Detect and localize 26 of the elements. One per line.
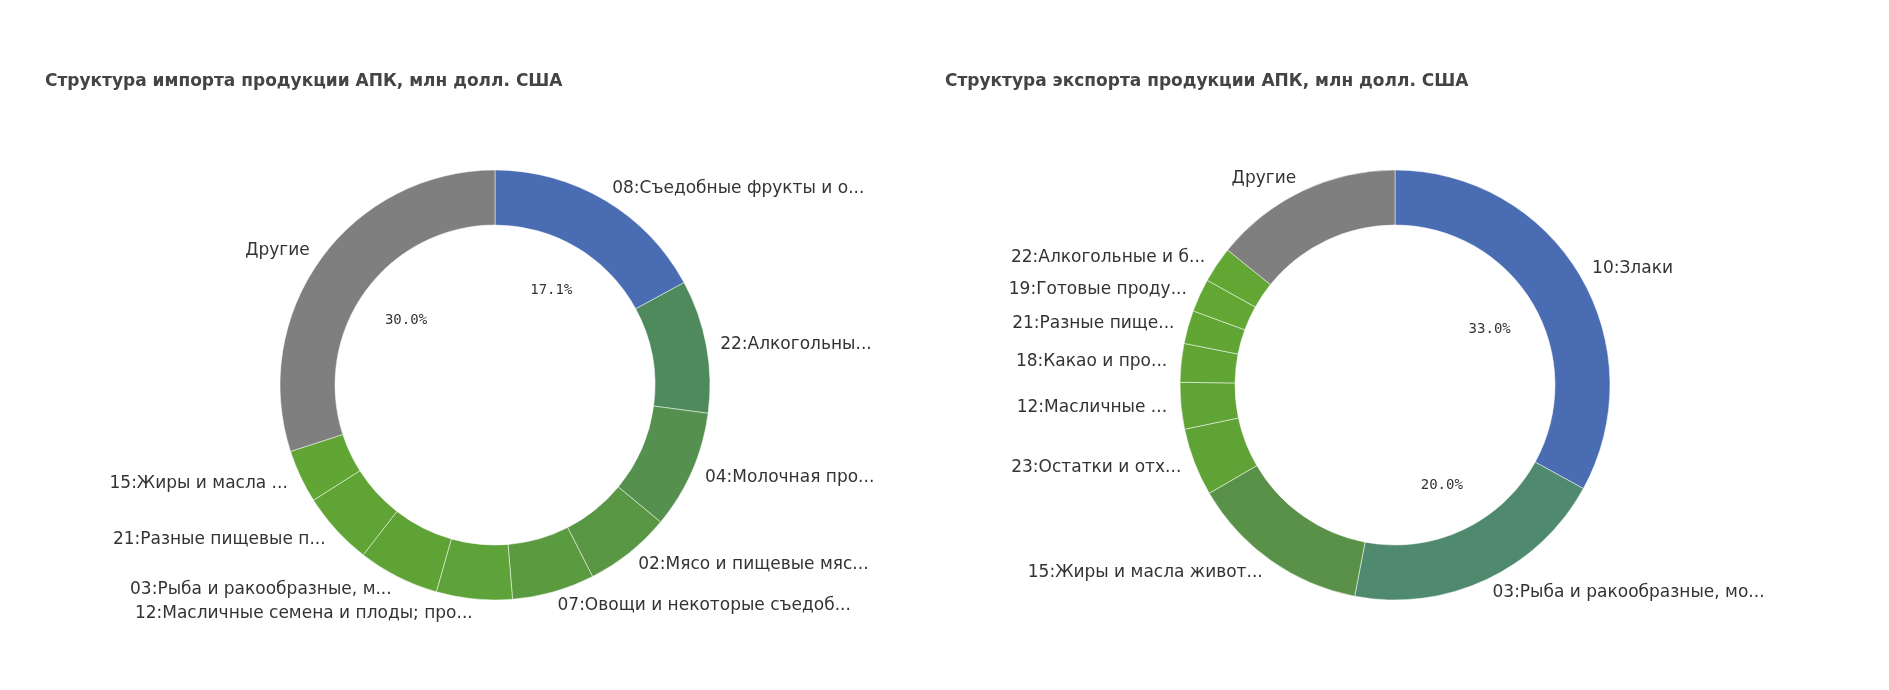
data-label: 20.0% [1420,475,1464,492]
slice-label: 02:Мясо и пищевые мяс... [638,552,869,573]
data-label: 33.0% [1468,320,1512,337]
data-label: 17.1% [530,281,573,298]
slice-label: 03:Рыба и ракообразные, мо... [1492,581,1765,602]
slice-label: 21:Разные пищевые п... [112,528,326,549]
slice-label: 10:Злаки [1592,257,1673,278]
slice-label: 07:Овощи и некоторые съедоб... [557,594,851,615]
slice-label: 22:Алкогольны... [720,332,872,353]
slice-label: 12:Масличные семена и плоды; про... [134,601,473,622]
slice-label: 22:Алкогольные и б... [1010,245,1206,266]
slice-label: 12:Масличные ... [1016,396,1168,417]
chart-title: Структура экспорта продукции АПК, млн долл. США [945,70,1470,90]
slice-label: 15:Жиры и масла ... [109,471,288,492]
slice-label: 03:Рыба и ракообразные, м... [130,578,392,599]
slice-label: 08:Съедобные фрукты и о... [612,177,865,198]
slice-label: Другие [1231,167,1297,188]
slice-label: 18:Какао и про... [1015,350,1168,371]
slice-label: 23:Остатки и отх... [1011,456,1182,477]
data-label: 30.0% [384,311,428,328]
chart-title: Структура импорта продукции АПК, млн долл. США [45,70,564,90]
slice-label: Другие [245,239,310,260]
slice-label: 19:Готовые проду... [1008,278,1187,299]
slice-label: 04:Молочная про... [704,465,875,486]
slice-label: 21:Разные пище... [1012,312,1175,333]
slice-label: 15:Жиры и масла живот... [1027,560,1263,581]
